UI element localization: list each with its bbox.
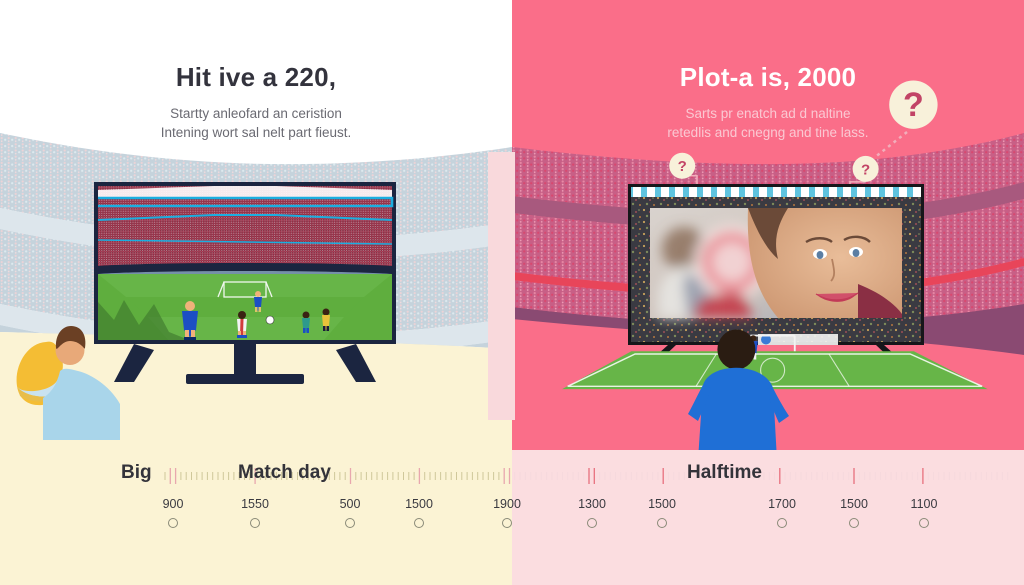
- svg-text:?: ?: [678, 158, 687, 175]
- svg-text:?: ?: [861, 161, 870, 178]
- svg-text:?: ?: [903, 86, 924, 124]
